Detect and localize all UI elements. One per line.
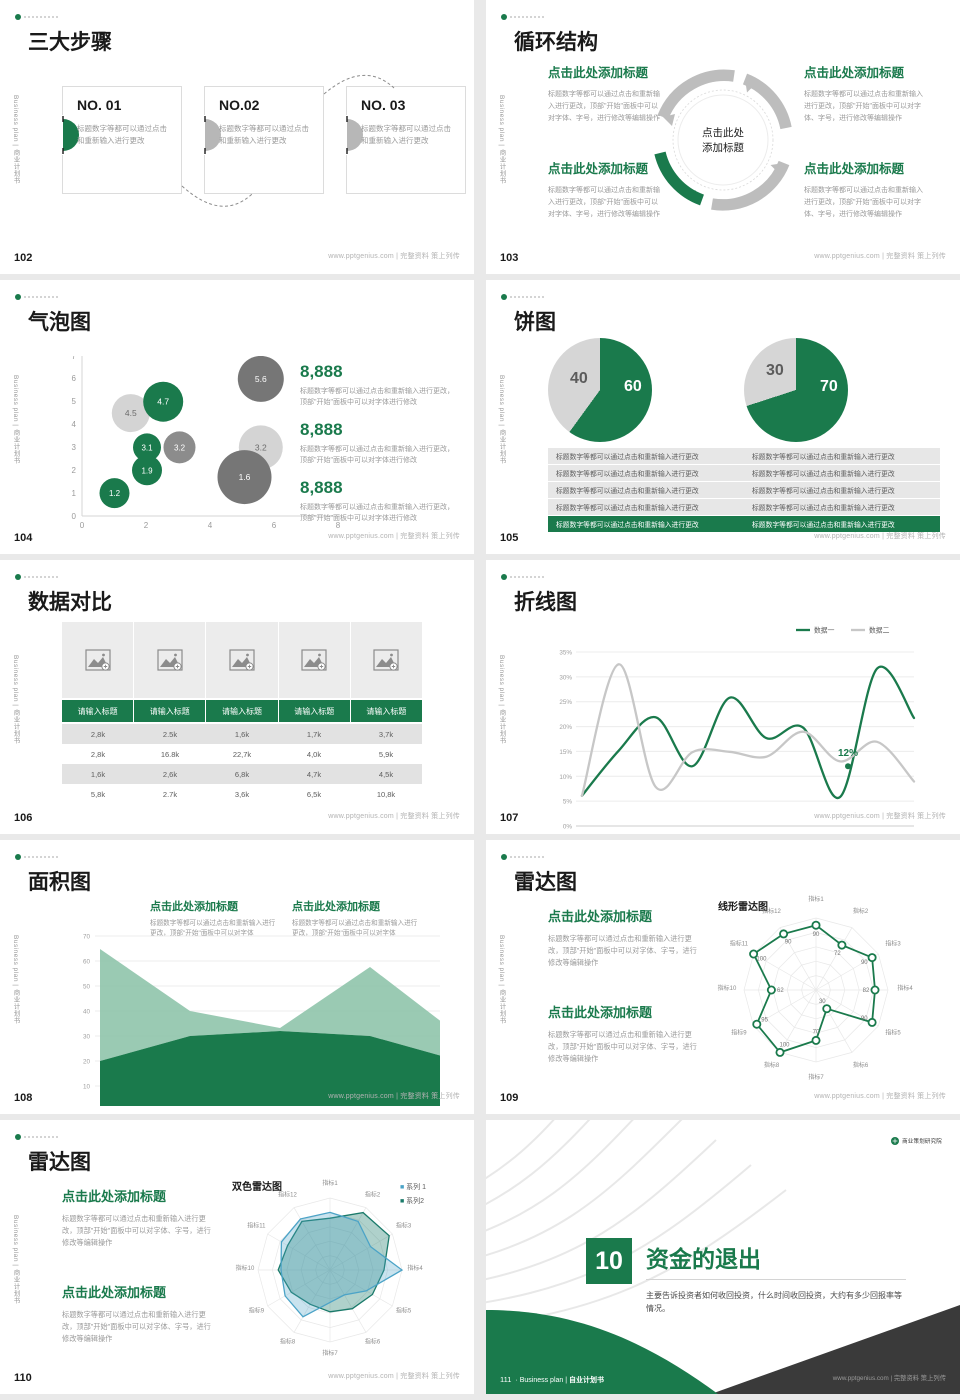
svg-text:90: 90 <box>813 932 820 938</box>
svg-text:90: 90 <box>861 960 868 966</box>
svg-text:1: 1 <box>72 489 77 498</box>
svg-text:数据一: 数据一 <box>814 626 835 635</box>
svg-text:70: 70 <box>83 934 91 941</box>
svg-text:指标5: 指标5 <box>396 1307 412 1315</box>
svg-text:30: 30 <box>83 1034 91 1041</box>
svg-text:指标7: 指标7 <box>808 1073 824 1081</box>
svg-text:指标6: 指标6 <box>365 1338 381 1346</box>
svg-text:35%: 35% <box>559 650 572 657</box>
svg-text:3.2: 3.2 <box>255 442 267 452</box>
svg-text:指标4: 指标4 <box>897 984 913 992</box>
svg-text:50: 50 <box>83 984 91 991</box>
svg-text:数据二: 数据二 <box>869 626 890 635</box>
svg-text:0: 0 <box>72 512 77 521</box>
svg-text:3: 3 <box>72 443 77 452</box>
svg-text:指标12: 指标12 <box>762 907 781 915</box>
svg-text:5: 5 <box>72 397 77 406</box>
svg-text:1.6: 1.6 <box>239 472 251 482</box>
svg-text:5.6: 5.6 <box>255 374 267 384</box>
svg-text:指标5: 指标5 <box>885 1029 901 1037</box>
svg-text:指标10: 指标10 <box>236 1264 255 1272</box>
svg-text:62: 62 <box>777 988 784 994</box>
svg-text:70: 70 <box>813 1029 820 1035</box>
svg-text:4.5: 4.5 <box>125 408 137 418</box>
svg-text:指标1: 指标1 <box>808 895 824 903</box>
svg-text:2: 2 <box>144 521 149 530</box>
svg-text:指标3: 指标3 <box>396 1222 412 1230</box>
svg-text:指标3: 指标3 <box>885 940 901 948</box>
svg-text:20: 20 <box>83 1059 91 1066</box>
svg-text:1.9: 1.9 <box>141 466 153 475</box>
svg-text:12%: 12% <box>838 748 858 759</box>
svg-text:95: 95 <box>761 1018 768 1024</box>
svg-text:3.2: 3.2 <box>174 443 186 452</box>
svg-text:15%: 15% <box>559 749 572 756</box>
svg-text:100: 100 <box>779 1043 790 1049</box>
svg-text:4: 4 <box>72 420 77 429</box>
svg-text:指标9: 指标9 <box>249 1307 265 1315</box>
svg-text:90: 90 <box>785 940 792 946</box>
svg-text:指标7: 指标7 <box>322 1349 338 1357</box>
svg-text:6: 6 <box>72 374 77 383</box>
svg-text:指标6: 指标6 <box>853 1061 869 1069</box>
svg-text:100: 100 <box>756 957 767 963</box>
svg-text:60: 60 <box>83 959 91 966</box>
svg-text:指标11: 指标11 <box>730 940 749 948</box>
svg-text:添加标题: 添加标题 <box>702 141 744 154</box>
svg-text:30: 30 <box>819 999 826 1005</box>
svg-text:7: 7 <box>72 356 77 361</box>
svg-text:4.7: 4.7 <box>157 397 169 407</box>
svg-text:4: 4 <box>208 521 213 530</box>
svg-text:72: 72 <box>834 951 841 957</box>
svg-text:0: 0 <box>80 521 85 530</box>
svg-text:指标1: 指标1 <box>322 1179 338 1187</box>
svg-text:25%: 25% <box>559 699 572 706</box>
svg-text:指标4: 指标4 <box>407 1264 423 1272</box>
svg-text:指标8: 指标8 <box>280 1338 296 1346</box>
svg-text:10: 10 <box>83 1084 91 1091</box>
svg-text:指标2: 指标2 <box>365 1190 381 1198</box>
svg-text:2: 2 <box>72 466 77 475</box>
svg-text:20%: 20% <box>559 724 572 731</box>
svg-text:5%: 5% <box>563 799 573 806</box>
svg-text:1.2: 1.2 <box>109 489 121 498</box>
svg-text:指标10: 指标10 <box>718 984 737 992</box>
svg-text:82: 82 <box>863 988 870 994</box>
svg-text:90: 90 <box>861 1016 868 1022</box>
svg-text:指标2: 指标2 <box>853 907 869 915</box>
svg-text:指标12: 指标12 <box>278 1190 297 1198</box>
svg-text:指标11: 指标11 <box>247 1222 266 1230</box>
svg-text:6: 6 <box>272 521 277 530</box>
svg-text:0%: 0% <box>563 824 573 831</box>
svg-text:10%: 10% <box>559 774 572 781</box>
svg-text:点击此处: 点击此处 <box>702 126 744 139</box>
svg-text:3.1: 3.1 <box>141 443 153 452</box>
svg-text:30%: 30% <box>559 674 572 681</box>
svg-text:40: 40 <box>83 1009 91 1016</box>
svg-text:指标9: 指标9 <box>731 1029 747 1037</box>
svg-text:指标8: 指标8 <box>764 1061 780 1069</box>
